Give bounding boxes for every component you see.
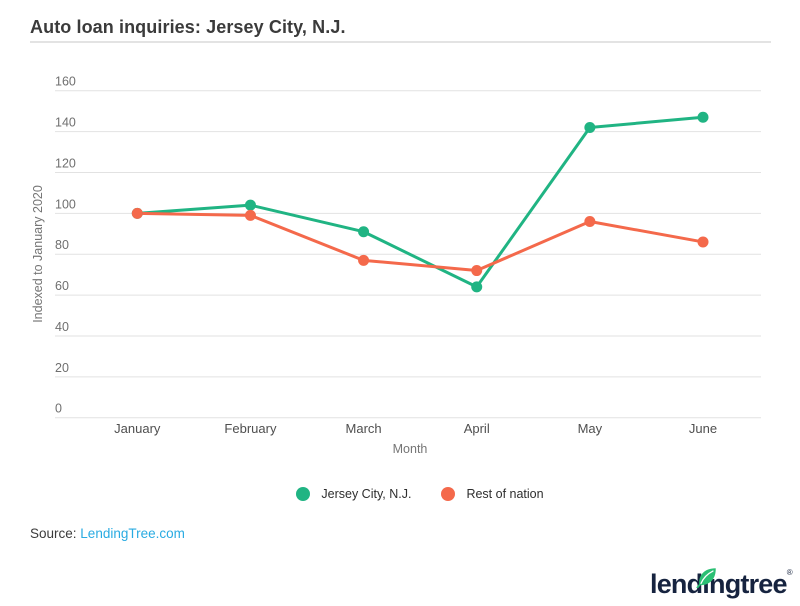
logo-word: lendıngtree	[650, 569, 788, 599]
line-chart: 0 20 40 60 80 100 120 140 160 Indexed to January …	[31, 75, 761, 456]
x-axis-title: Month	[393, 442, 428, 456]
y-tick-label: 80	[55, 238, 69, 252]
x-tick-label: March	[346, 421, 382, 436]
data-point	[471, 281, 483, 293]
x-tick-label: February	[224, 421, 277, 436]
legend-swatch-icon	[441, 487, 456, 501]
y-tick-label: 0	[55, 402, 62, 416]
page-title: Auto loan inquiries: Jersey City, N.J.	[30, 17, 346, 37]
y-tick-label: 60	[55, 279, 69, 293]
data-point	[244, 199, 256, 211]
logo-brand-text: lendıngtree®	[650, 568, 793, 599]
y-tick-label: 20	[55, 361, 69, 375]
legend-label: Rest of nation	[466, 487, 544, 501]
legend-label: Jersey City, N.J.	[321, 487, 412, 501]
y-axis-title: Indexed to January 2020	[31, 185, 45, 323]
data-point	[471, 265, 483, 277]
y-tick-label: 160	[55, 75, 76, 89]
x-tick-label: May	[578, 421, 603, 436]
y-tick-label: 40	[55, 320, 69, 334]
data-point	[358, 226, 370, 238]
data-point	[697, 111, 709, 123]
lendingtree-logo: lendıngtree®	[650, 556, 793, 600]
data-point	[358, 254, 370, 266]
y-tick-label: 100	[55, 197, 76, 211]
data-point	[131, 207, 143, 219]
source-link[interactable]: LendingTree.com	[80, 526, 185, 541]
y-tick-label: 140	[55, 116, 76, 130]
title-divider	[30, 41, 771, 43]
x-tick-label: June	[689, 421, 717, 436]
series-line	[137, 115, 704, 289]
data-point	[584, 216, 596, 228]
data-point	[244, 209, 256, 221]
source-line: Source: LendingTree.com	[30, 526, 185, 541]
source-label: Source:	[30, 526, 77, 541]
x-tick-label: January	[114, 421, 161, 436]
y-tick-label: 120	[55, 156, 76, 170]
chart-legend: Jersey City, N.J. Rest of nation	[0, 487, 800, 501]
series-line	[137, 211, 704, 273]
x-tick-label: April	[464, 421, 490, 436]
leaf-icon	[696, 568, 716, 588]
legend-item: Rest of nation	[441, 487, 544, 501]
data-point	[584, 121, 596, 133]
data-point	[697, 236, 709, 248]
registered-mark: ®	[786, 568, 793, 577]
legend-item: Jersey City, N.J.	[296, 487, 411, 501]
legend-swatch-icon	[296, 487, 311, 501]
